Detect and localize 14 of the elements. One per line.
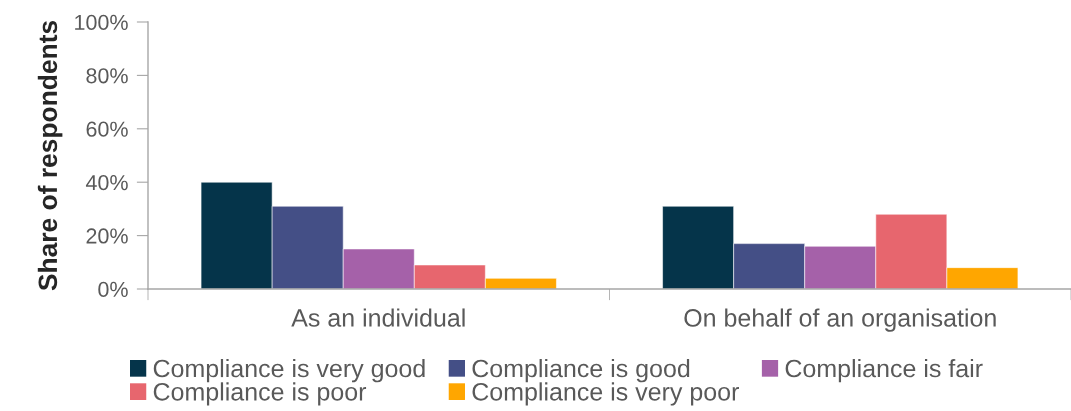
y-tick-label: 0% bbox=[98, 281, 128, 298]
y-tick-label: 60% bbox=[86, 121, 128, 137]
y-tick-label: 100% bbox=[75, 14, 128, 31]
legend-label: Compliance is very good bbox=[153, 359, 425, 383]
y-tick-label: 80% bbox=[86, 68, 128, 84]
legend-label: Compliance is poor bbox=[153, 382, 367, 406]
x-tick-label: On behalf of an organisation bbox=[684, 308, 996, 332]
y-tick-label: 40% bbox=[85, 174, 128, 191]
y-tick-label: 20% bbox=[86, 228, 128, 244]
x-tick-label: As an individual bbox=[291, 308, 465, 327]
legend-label: Compliance is good bbox=[472, 359, 690, 383]
y-axis-title: Share of respondents bbox=[37, 20, 63, 291]
legend-label: Compliance is very poor bbox=[472, 382, 739, 406]
legend-label: Compliance is fair bbox=[785, 359, 983, 383]
